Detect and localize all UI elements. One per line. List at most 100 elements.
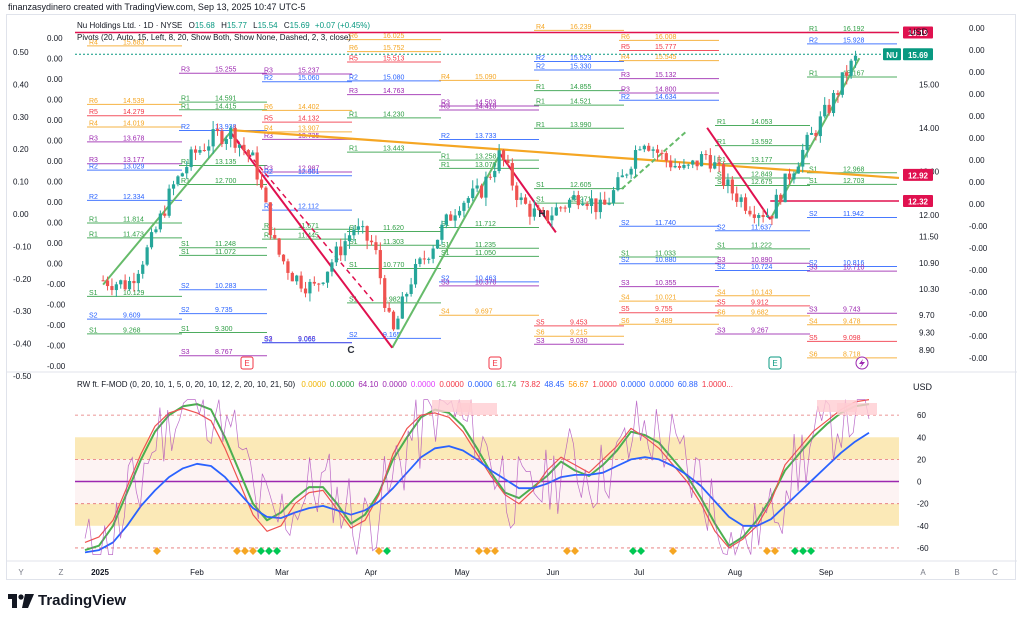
pivot-value: 9.697 — [475, 309, 493, 316]
symbol-legend[interactable]: Nu Holdings Ltd. · 1D · NYSE O15.68 H15.… — [77, 21, 370, 30]
pivot-tag: R2 — [89, 194, 98, 201]
tradingview-logo-icon — [8, 593, 34, 608]
pivot-tag: R5 — [349, 55, 358, 62]
pivot-tag: R1 — [349, 111, 358, 118]
candle-body — [435, 239, 440, 249]
far-right-axis-tick: 0.00 — [969, 112, 985, 121]
pivot-value: 15.060 — [298, 75, 320, 82]
pivot-value: 11.814 — [123, 217, 144, 224]
osc-legend-value: 0.0000 — [382, 380, 407, 389]
osc-series-line — [84, 399, 870, 549]
pivot-value: 15.883 — [123, 39, 145, 46]
candle-body — [378, 250, 382, 279]
pivots-legend[interactable]: Pivots (20, Auto, 15, Left, 8, 20, Show … — [77, 33, 351, 42]
candle-body — [836, 92, 840, 95]
pivot-value: 9.982 — [383, 296, 401, 303]
overbought-zone — [457, 403, 497, 415]
pivot-value: 15.752 — [383, 45, 405, 52]
candle-body — [264, 187, 268, 203]
pivot-tag: S3 — [809, 265, 818, 272]
osc-axis-tick: 40 — [917, 433, 926, 442]
signal-diamond — [629, 547, 637, 555]
pivot-tag: S3 — [621, 280, 630, 287]
candle-body — [233, 127, 237, 148]
price-tag-label: 12.92 — [908, 171, 929, 180]
pivot-value: 15.132 — [655, 72, 677, 79]
candle-body — [695, 160, 699, 167]
far-right-axis-tick: 0.00 — [969, 156, 985, 165]
inner-axis-tick: 0.00 — [47, 239, 63, 248]
pivot-value: 10.463 — [475, 275, 497, 282]
candle-body — [686, 164, 690, 166]
pivot-value: 9.453 — [570, 319, 588, 326]
osc-legend-value: 0.0000 — [329, 380, 355, 389]
pivot-value: 12.271 — [570, 197, 592, 204]
candle-body — [607, 203, 611, 205]
pivot-value: 13.678 — [123, 135, 145, 142]
candle-body — [792, 173, 796, 180]
candle-body — [383, 278, 387, 308]
pivot-value: 14.019 — [123, 121, 145, 128]
pivot-value: 10.710 — [843, 265, 865, 272]
oscillator-legend[interactable]: RW ft. F-MOD (0, 20, 10, 1, 5, 0, 20, 10… — [77, 380, 733, 389]
candle-body — [369, 240, 374, 243]
candle-body — [334, 246, 338, 263]
pivot-value: 14.410 — [475, 104, 497, 111]
candle-body — [770, 215, 774, 219]
candle-body — [713, 162, 717, 169]
pivot-value: 11.303 — [383, 239, 404, 246]
candle-body — [761, 215, 765, 218]
pivot-value: 15.167 — [843, 71, 865, 78]
candle-body — [224, 138, 228, 144]
pivot-tag: S1 — [349, 225, 358, 232]
low-value: 15.54 — [257, 21, 278, 30]
earnings-marker-label: E — [492, 359, 497, 368]
chart-canvas[interactable]: R4 15.883 R6 14.539 R5 14.279 R4 14.019 R3 13.678… — [7, 15, 1017, 581]
pivot-value: 14.053 — [751, 119, 773, 126]
candle-body — [303, 288, 308, 294]
left-axis-tick: 0.30 — [13, 113, 29, 122]
inner-axis-tick: -0.00 — [47, 362, 66, 371]
inner-axis-tick: 0.00 — [47, 219, 63, 228]
inner-axis-tick: 0.00 — [47, 260, 63, 269]
left-axis-tick: 0.10 — [13, 178, 29, 187]
wave-label: C — [347, 345, 354, 356]
signal-diamond — [153, 547, 161, 555]
candle-body — [497, 150, 501, 172]
pivot-tag: S3 — [181, 349, 190, 356]
pivot-tag: S1 — [349, 296, 358, 303]
candle-body — [449, 214, 453, 221]
candle-body — [286, 261, 290, 273]
overlays: E E E C H — [240, 209, 869, 370]
candle-body — [691, 160, 695, 165]
left-axis-tick: -0.20 — [13, 275, 32, 284]
candle-body — [721, 164, 726, 186]
pivot-value: 13.990 — [570, 122, 592, 129]
pivot-value: 11.050 — [475, 250, 496, 257]
candle-body — [598, 199, 602, 213]
bottom-button-letter: C — [992, 568, 998, 577]
osc-legend-value: 0.0000 — [410, 380, 436, 389]
time-axis-tick: 2025 — [91, 568, 109, 577]
osc-legend-value: 60.88 — [677, 380, 698, 389]
candle-body — [660, 152, 664, 154]
candle-body — [185, 167, 189, 174]
tradingview-logo[interactable]: TradingView — [8, 592, 126, 609]
pivot-tag: S1 — [621, 251, 630, 258]
candle-body — [149, 232, 154, 248]
candle-body — [493, 171, 497, 178]
left-axis-tick: 0.40 — [13, 80, 29, 89]
time-axis-tick: Jul — [634, 568, 644, 577]
pivot-tag: R3 — [621, 87, 630, 94]
pivot-value: 10.880 — [655, 257, 677, 264]
pivot-tag: R2 — [349, 74, 358, 81]
low-label: L — [253, 21, 258, 30]
price-tag-label: 15.69 — [908, 51, 929, 60]
inner-axis-tick: -0.00 — [47, 301, 66, 310]
right-axis-tick: 9.30 — [919, 329, 935, 338]
signal-diamond — [241, 547, 249, 555]
candle-body — [145, 247, 149, 265]
left-axis-tick: 0.50 — [13, 48, 29, 57]
candle-body — [673, 165, 677, 168]
signal-diamond — [791, 547, 799, 555]
